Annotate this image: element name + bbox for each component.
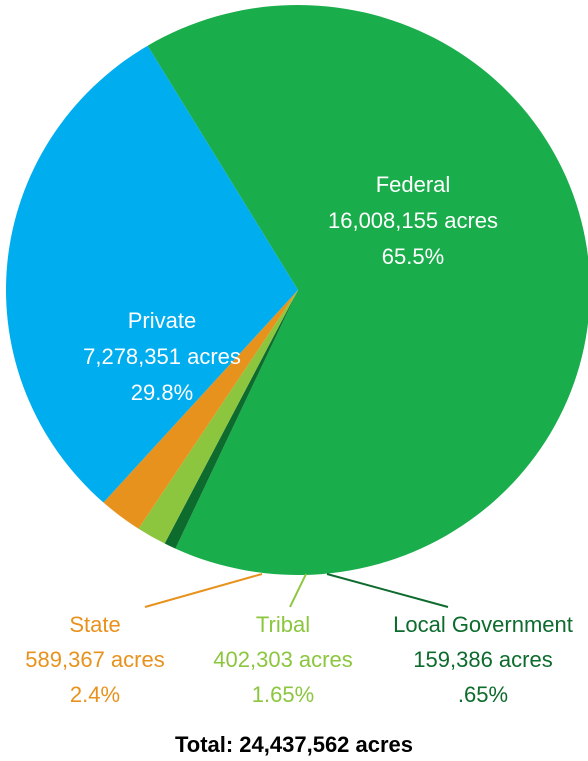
slice-federal bbox=[147, 5, 588, 576]
tribal-percent: 1.65% bbox=[252, 682, 314, 707]
federal-name: Federal bbox=[376, 172, 451, 197]
local-government-value: 159,386 acres bbox=[413, 647, 552, 672]
federal-value: 16,008,155 acres bbox=[328, 208, 498, 233]
slice-local-government bbox=[164, 290, 298, 549]
private-value: 7,278,351 acres bbox=[83, 344, 241, 369]
leader-line-state bbox=[144, 573, 263, 608]
local-government-name: Local Government bbox=[393, 612, 573, 637]
tribal-name: Tribal bbox=[256, 612, 310, 637]
leader-line-local-government bbox=[326, 573, 449, 608]
private-name: Private bbox=[128, 308, 196, 333]
slice-label-state: State 589,367 acres 2.4% bbox=[25, 612, 164, 707]
local-government-percent: .65% bbox=[458, 682, 508, 707]
slice-private bbox=[6, 45, 299, 503]
state-value: 589,367 acres bbox=[25, 647, 164, 672]
slice-label-tribal: Tribal 402,303 acres 1.65% bbox=[213, 612, 352, 707]
pie-slices bbox=[6, 5, 588, 576]
slice-label-local-government: Local Government 159,386 acres .65% bbox=[393, 612, 573, 707]
slice-label-federal: Federal 16,008,155 acres 65.5% bbox=[328, 172, 498, 269]
state-percent: 2.4% bbox=[70, 682, 120, 707]
tribal-value: 402,303 acres bbox=[213, 647, 352, 672]
state-name: State bbox=[69, 612, 120, 637]
slice-label-private: Private 7,278,351 acres 29.8% bbox=[83, 308, 241, 405]
total-label: Total: 24,437,562 acres bbox=[175, 732, 413, 757]
federal-percent: 65.5% bbox=[382, 244, 444, 269]
leader-line-tribal bbox=[289, 573, 307, 608]
slice-state bbox=[103, 290, 298, 529]
slice-tribal bbox=[138, 290, 298, 544]
private-percent: 29.8% bbox=[131, 380, 193, 405]
